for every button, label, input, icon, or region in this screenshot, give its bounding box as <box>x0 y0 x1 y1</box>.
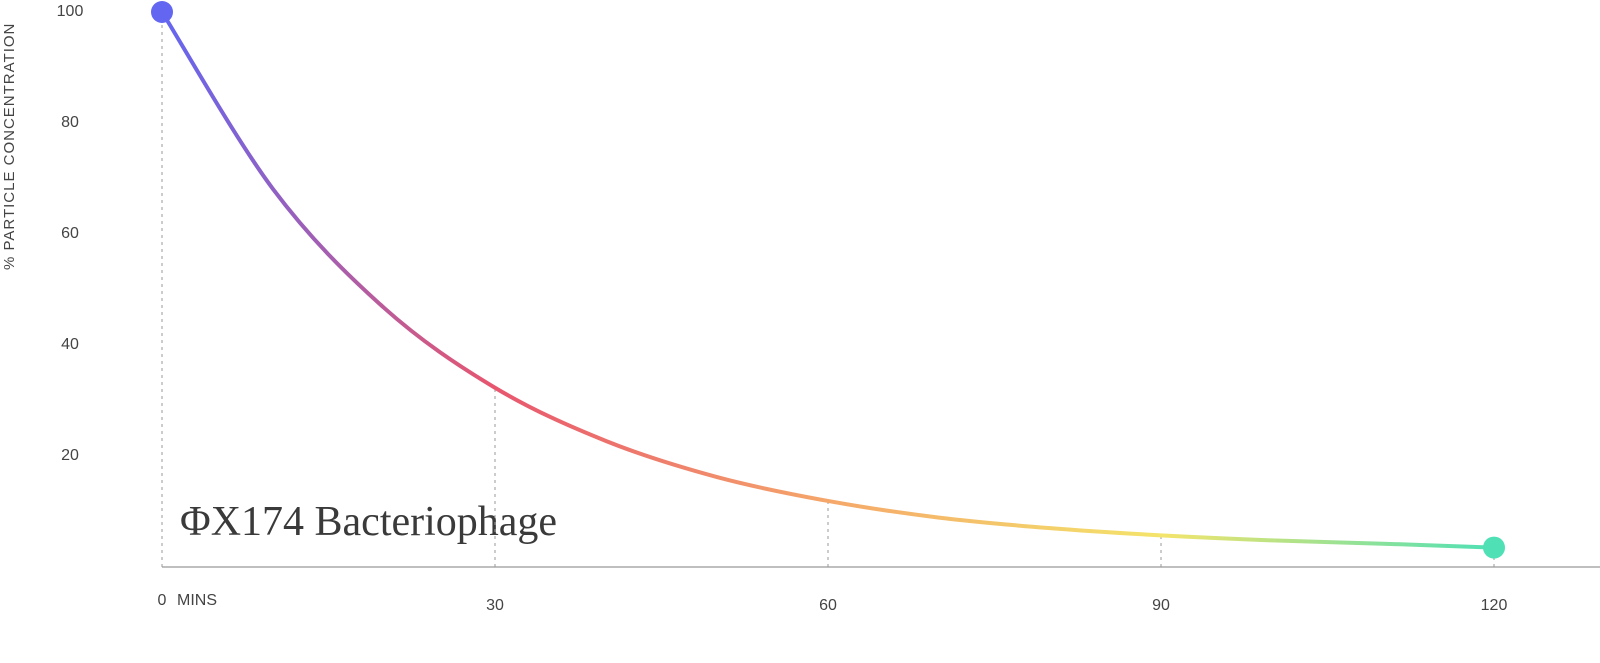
y-tick-label: 80 <box>61 114 79 131</box>
y-axis-label: % PARTICLE CONCENTRATION <box>1 23 18 270</box>
y-tick-label: 40 <box>61 336 79 353</box>
end-point <box>1483 536 1505 559</box>
x-tick-label: 60 <box>819 597 837 614</box>
chart-title: ΦX174 Bacteriophage <box>180 499 557 545</box>
x-tick-label: 30 <box>486 597 504 614</box>
end-point <box>151 1 173 23</box>
x-tick-label: 0 <box>158 592 167 609</box>
line <box>160 10 1496 550</box>
x-tick-label: 120 <box>1481 597 1508 614</box>
y-tick-label: 60 <box>61 225 79 242</box>
x-axis-label: MINS <box>177 592 217 609</box>
x-tick-label: 90 <box>1152 597 1170 614</box>
y-tick-label: 100 <box>57 3 84 20</box>
y-tick-label: 20 <box>61 447 79 464</box>
